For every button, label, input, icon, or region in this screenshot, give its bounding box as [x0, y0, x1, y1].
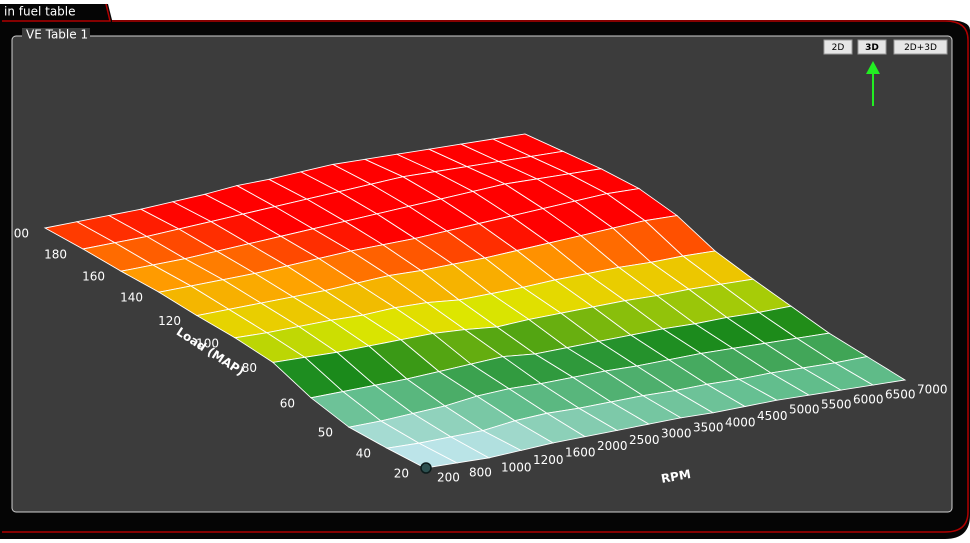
- panel-title: VE Table 1: [26, 28, 88, 42]
- view-button-label[interactable]: 2D: [832, 43, 845, 53]
- y-tick-label: 20: [394, 467, 409, 481]
- y-tick-label: 40: [356, 447, 371, 461]
- y-tick-label: 50: [318, 426, 333, 440]
- y-tick-label: 80: [242, 361, 257, 375]
- y-tick-label: 60: [280, 396, 295, 410]
- tab-title[interactable]: in fuel table: [4, 5, 76, 19]
- frame-border: [2, 3, 969, 533]
- x-tick-label: 2000: [597, 439, 628, 453]
- x-tick-label: 7000: [917, 382, 948, 396]
- view-button[interactable]: [893, 39, 948, 55]
- x-tick-label: 4500: [757, 409, 788, 423]
- y-tick-label: 160: [82, 270, 105, 284]
- x-tick-label: 1200: [533, 453, 564, 467]
- y-tick-label: 140: [120, 291, 143, 305]
- x-tick-label: 3000: [661, 427, 692, 441]
- view-buttons: 2D 3D 2D+3D: [823, 39, 948, 55]
- x-tick-label: 5000: [789, 403, 820, 417]
- view-button-label[interactable]: 2D+3D: [904, 43, 937, 53]
- y-tick-label: 180: [44, 248, 67, 262]
- x-axis-label: RPM: [660, 467, 692, 486]
- view-button-label[interactable]: 3D: [865, 43, 879, 53]
- y-tick-label: 00: [14, 227, 29, 241]
- panel-title-bg: [22, 28, 90, 42]
- y-tick-label: 120: [158, 314, 181, 328]
- x-tick-label: 200: [437, 471, 460, 485]
- y-tick-label: 100: [196, 336, 219, 350]
- x-tick-label: 5500: [821, 398, 852, 412]
- x-tick-label: 800: [469, 465, 492, 479]
- x-tick-label: 2500: [629, 433, 660, 447]
- x-tick-label: 1600: [565, 445, 596, 459]
- cursor-cell: [420, 462, 432, 474]
- x-tick-label: 6500: [885, 388, 916, 402]
- x-tick-label: 3500: [693, 420, 724, 434]
- surface-plot: 20 40 50 60 80 100 120 140 160 180 00 200 800 1000120…: [14, 133, 948, 486]
- x-tick-label: 1000: [501, 460, 532, 474]
- arrow-head: [866, 61, 880, 74]
- x-tick-label: 4000: [725, 415, 756, 429]
- view-button[interactable]: [823, 39, 853, 55]
- surface-cell: [833, 356, 907, 386]
- x-tick-label: 6000: [853, 393, 884, 407]
- view-button[interactable]: [857, 39, 887, 55]
